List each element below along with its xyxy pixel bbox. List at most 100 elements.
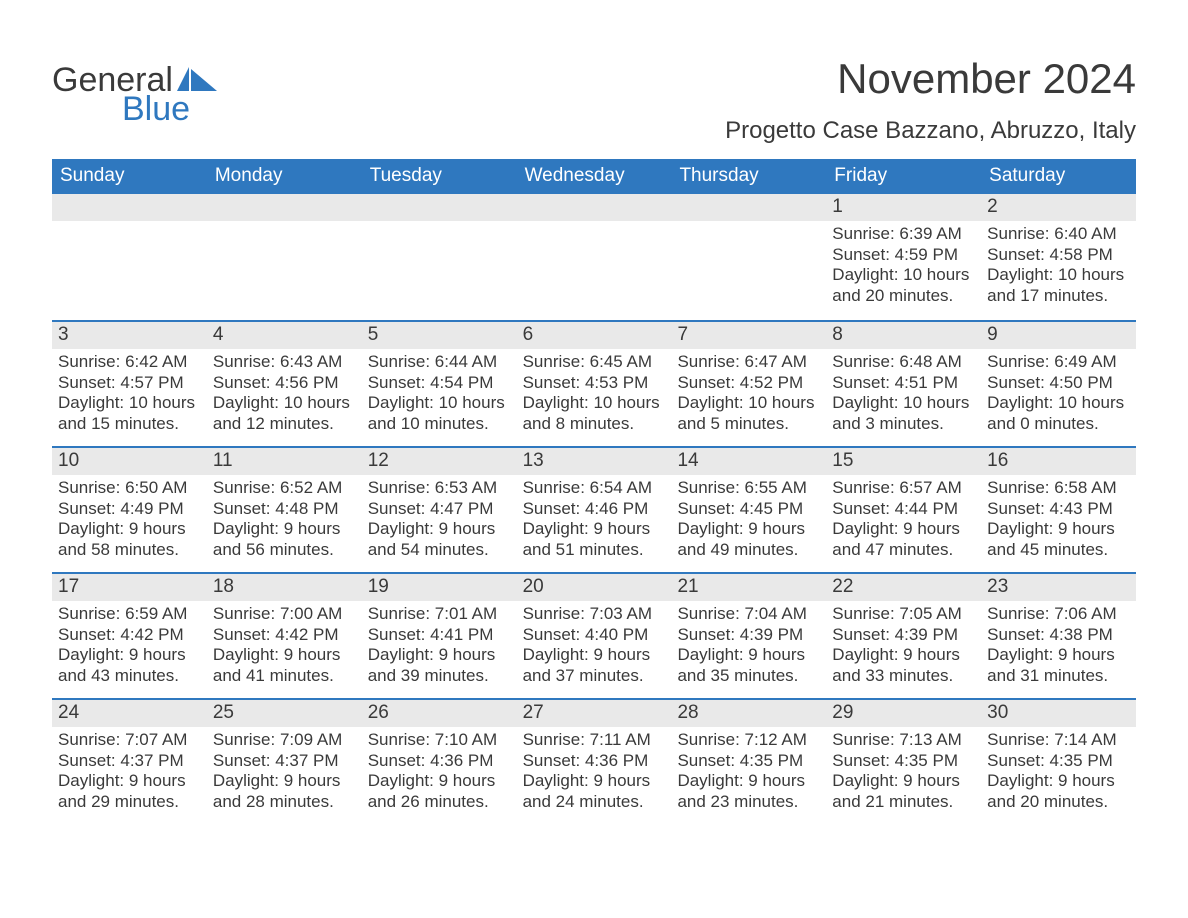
sunset-text: Sunset: 4:39 PM (832, 625, 975, 646)
cell-body: Sunrise: 6:50 AMSunset: 4:49 PMDaylight:… (52, 475, 207, 567)
cell-body (517, 221, 672, 230)
cell-body: Sunrise: 6:49 AMSunset: 4:50 PMDaylight:… (981, 349, 1136, 441)
sunset-text: Sunset: 4:39 PM (677, 625, 820, 646)
day-number: 29 (832, 702, 853, 723)
cell-body: Sunrise: 6:42 AMSunset: 4:57 PMDaylight:… (52, 349, 207, 441)
day-header: Wednesday (517, 159, 672, 194)
daylight-text: Daylight: 9 hours and 51 minutes. (523, 519, 666, 560)
sunset-text: Sunset: 4:37 PM (58, 751, 201, 772)
sunrise-text: Sunrise: 6:47 AM (677, 352, 820, 373)
sunset-text: Sunset: 4:43 PM (987, 499, 1130, 520)
calendar-cell: 17Sunrise: 6:59 AMSunset: 4:42 PMDayligh… (52, 574, 207, 698)
sunset-text: Sunset: 4:54 PM (368, 373, 511, 394)
calendar-cell: 24Sunrise: 7:07 AMSunset: 4:37 PMDayligh… (52, 700, 207, 824)
day-number: 8 (832, 324, 843, 345)
calendar-cell: 1Sunrise: 6:39 AMSunset: 4:59 PMDaylight… (826, 194, 981, 320)
logo-word-blue: Blue (122, 90, 190, 129)
day-header: Sunday (52, 159, 207, 194)
calendar-cell: 9 Sunrise: 6:49 AMSunset: 4:50 PMDaylight… (981, 322, 1136, 446)
sunset-text: Sunset: 4:50 PM (987, 373, 1130, 394)
sunrise-text: Sunrise: 6:48 AM (832, 352, 975, 373)
week-row: 10Sunrise: 6:50 AMSunset: 4:49 PMDayligh… (52, 446, 1136, 572)
calendar-cell: 8Sunrise: 6:48 AMSunset: 4:51 PMDaylight… (826, 322, 981, 446)
day-number-row: 3 (52, 322, 207, 349)
sunrise-text: Sunrise: 7:12 AM (677, 730, 820, 751)
cell-body: Sunrise: 6:45 AMSunset: 4:53 PMDaylight:… (517, 349, 672, 441)
daylight-text: Daylight: 9 hours and 41 minutes. (213, 645, 356, 686)
sunrise-text: Sunrise: 7:10 AM (368, 730, 511, 751)
day-header: Friday (826, 159, 981, 194)
day-number: 20 (523, 576, 544, 597)
sunset-text: Sunset: 4:36 PM (368, 751, 511, 772)
daylight-text: Daylight: 9 hours and 26 minutes. (368, 771, 511, 812)
day-number-row: 4 (207, 322, 362, 349)
cell-body: Sunrise: 7:04 AMSunset: 4:39 PMDaylight:… (671, 601, 826, 693)
day-number-row: 7 (671, 322, 826, 349)
cell-body: Sunrise: 6:53 AMSunset: 4:47 PMDaylight:… (362, 475, 517, 567)
cell-body: Sunrise: 6:44 AMSunset: 4:54 PMDaylight:… (362, 349, 517, 441)
day-number-row (362, 194, 517, 221)
day-number: 14 (677, 450, 698, 471)
sunset-text: Sunset: 4:42 PM (213, 625, 356, 646)
day-number: 19 (368, 576, 389, 597)
day-number-row: 22 (826, 574, 981, 601)
day-number-row: 17 (52, 574, 207, 601)
week-row: 1Sunrise: 6:39 AMSunset: 4:59 PMDaylight… (52, 194, 1136, 320)
sunset-text: Sunset: 4:53 PM (523, 373, 666, 394)
sunset-text: Sunset: 4:58 PM (987, 245, 1130, 266)
cell-body: Sunrise: 6:59 AMSunset: 4:42 PMDaylight:… (52, 601, 207, 693)
day-number: 18 (213, 576, 234, 597)
day-number-row: 29 (826, 700, 981, 727)
day-number-row: 23 (981, 574, 1136, 601)
day-header: Monday (207, 159, 362, 194)
cell-body (207, 221, 362, 230)
sunrise-text: Sunrise: 7:09 AM (213, 730, 356, 751)
cell-body (52, 221, 207, 230)
daylight-text: Daylight: 9 hours and 47 minutes. (832, 519, 975, 560)
calendar-cell: 5 Sunrise: 6:44 AMSunset: 4:54 PMDaylight… (362, 322, 517, 446)
day-number: 27 (523, 702, 544, 723)
daylight-text: Daylight: 9 hours and 56 minutes. (213, 519, 356, 560)
sunrise-text: Sunrise: 6:42 AM (58, 352, 201, 373)
cell-body: Sunrise: 6:47 AMSunset: 4:52 PMDaylight:… (671, 349, 826, 441)
daylight-text: Daylight: 9 hours and 54 minutes. (368, 519, 511, 560)
cell-body: Sunrise: 7:09 AMSunset: 4:37 PMDaylight:… (207, 727, 362, 819)
sunrise-text: Sunrise: 7:00 AM (213, 604, 356, 625)
sunrise-text: Sunrise: 6:44 AM (368, 352, 511, 373)
calendar-cell: 23Sunrise: 7:06 AMSunset: 4:38 PMDayligh… (981, 574, 1136, 698)
day-number: 12 (368, 450, 389, 471)
sunset-text: Sunset: 4:49 PM (58, 499, 201, 520)
day-number-row: 16 (981, 448, 1136, 475)
daylight-text: Daylight: 9 hours and 43 minutes. (58, 645, 201, 686)
day-number-row: 24 (52, 700, 207, 727)
sunrise-text: Sunrise: 6:40 AM (987, 224, 1130, 245)
sunset-text: Sunset: 4:42 PM (58, 625, 201, 646)
calendar-cell: 2Sunrise: 6:40 AMSunset: 4:58 PMDaylight… (981, 194, 1136, 320)
day-number-row: 26 (362, 700, 517, 727)
sunset-text: Sunset: 4:48 PM (213, 499, 356, 520)
cell-body: Sunrise: 6:54 AMSunset: 4:46 PMDaylight:… (517, 475, 672, 567)
calendar-cell: 10Sunrise: 6:50 AMSunset: 4:49 PMDayligh… (52, 448, 207, 572)
cell-body: Sunrise: 6:39 AMSunset: 4:59 PMDaylight:… (826, 221, 981, 313)
calendar-cell-empty (517, 194, 672, 320)
week-row: 17Sunrise: 6:59 AMSunset: 4:42 PMDayligh… (52, 572, 1136, 698)
sunrise-text: Sunrise: 7:05 AM (832, 604, 975, 625)
day-number: 5 (368, 324, 379, 345)
daylight-text: Daylight: 10 hours and 3 minutes. (832, 393, 975, 434)
day-number: 30 (987, 702, 1008, 723)
cell-body: Sunrise: 6:52 AMSunset: 4:48 PMDaylight:… (207, 475, 362, 567)
sunset-text: Sunset: 4:37 PM (213, 751, 356, 772)
sunrise-text: Sunrise: 6:54 AM (523, 478, 666, 499)
cell-body: Sunrise: 7:14 AMSunset: 4:35 PMDaylight:… (981, 727, 1136, 819)
day-number-row: 1 (826, 194, 981, 221)
day-number-row: 11 (207, 448, 362, 475)
sunrise-text: Sunrise: 7:06 AM (987, 604, 1130, 625)
daylight-text: Daylight: 10 hours and 8 minutes. (523, 393, 666, 434)
day-number: 9 (987, 324, 998, 345)
day-header-row: Sunday Monday Tuesday Wednesday Thursday… (52, 159, 1136, 194)
week-row: 24Sunrise: 7:07 AMSunset: 4:37 PMDayligh… (52, 698, 1136, 824)
day-number: 13 (523, 450, 544, 471)
calendar-cell-empty (671, 194, 826, 320)
sunset-text: Sunset: 4:41 PM (368, 625, 511, 646)
sunrise-text: Sunrise: 7:04 AM (677, 604, 820, 625)
